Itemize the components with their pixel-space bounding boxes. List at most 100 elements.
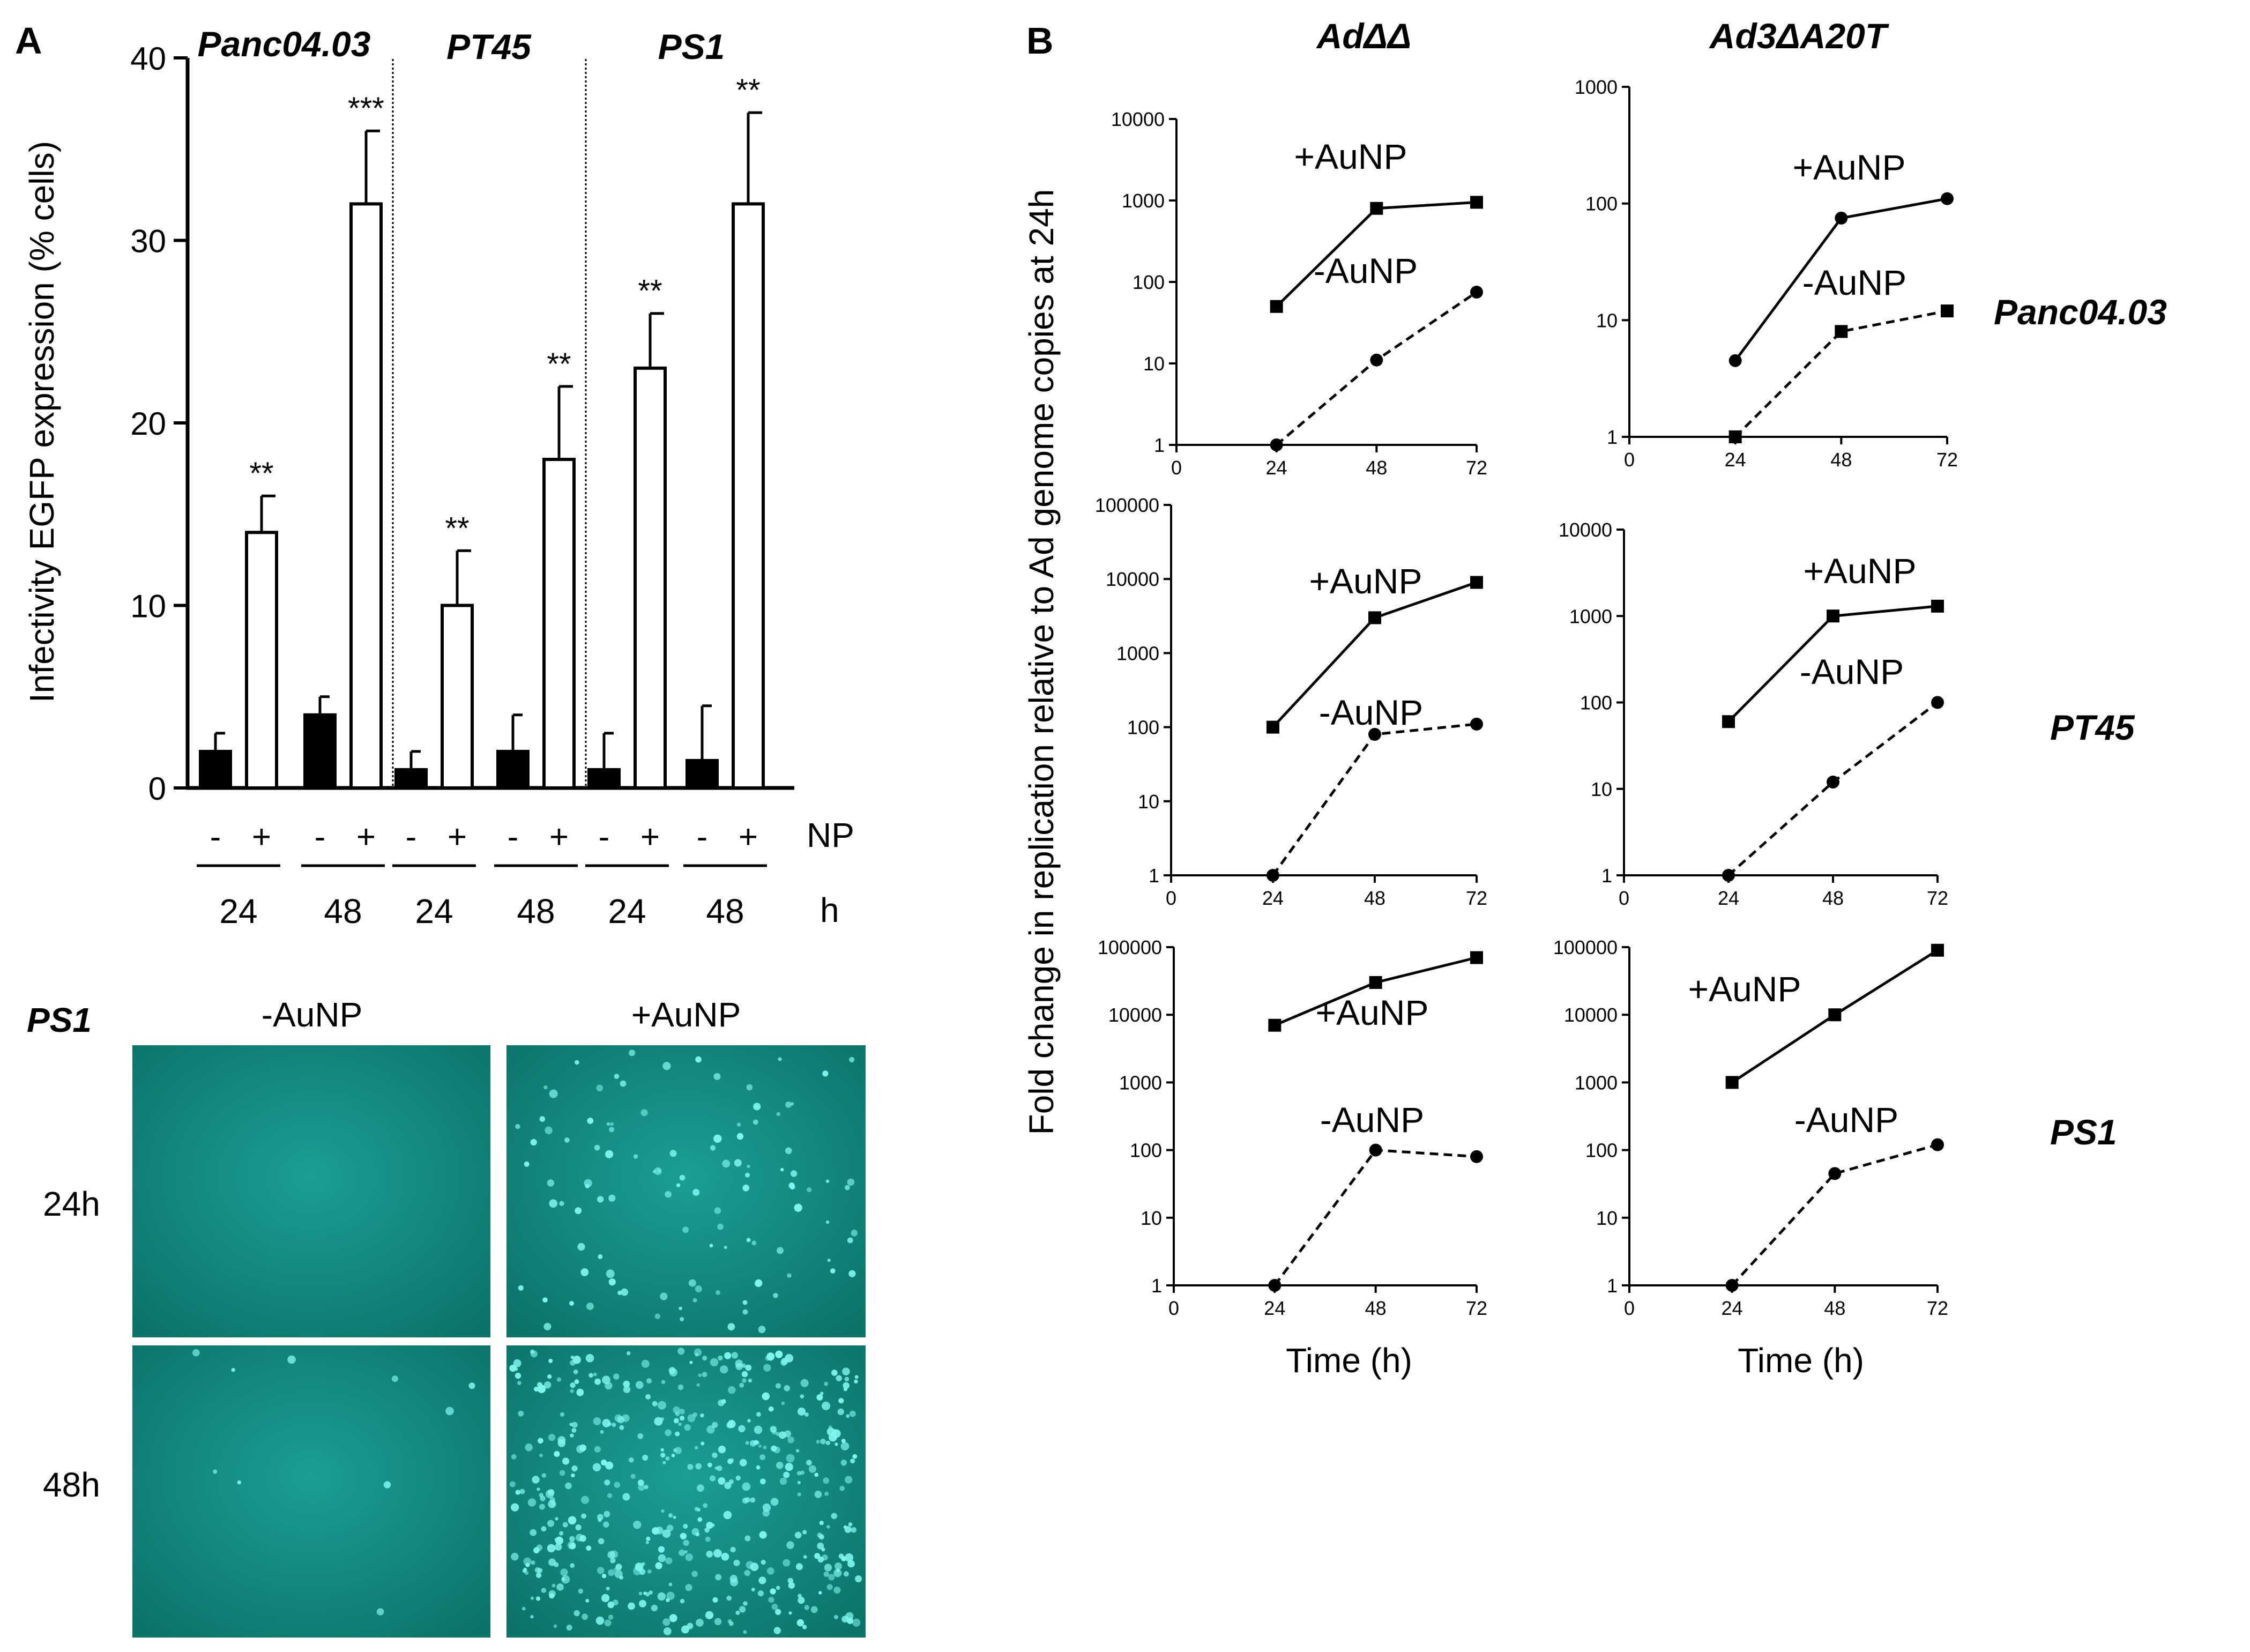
series-line: [1734, 309, 1948, 438]
fluorescent-cell: [816, 1394, 823, 1401]
fluorescent-cell: [713, 1134, 722, 1143]
fluorescent-cell: [635, 1381, 644, 1389]
data-point: [1368, 727, 1381, 741]
fluorescent-cell: [572, 1356, 581, 1364]
fluorescent-cell: [841, 1556, 846, 1561]
fluorescent-cell: [712, 1597, 718, 1603]
fluorescent-cell: [851, 1527, 856, 1533]
data-point: [1941, 192, 1954, 205]
y-tick-label: 10: [1138, 791, 1159, 813]
fluorescent-cell: [851, 1230, 858, 1237]
plus-aunp-label: +AuNP: [1316, 993, 1429, 1032]
fluorescent-cell: [614, 1482, 621, 1488]
np-label: NP: [807, 816, 854, 854]
fluorescent-cell: [731, 1352, 739, 1359]
fluorescent-cell: [383, 1481, 391, 1489]
fluorescent-cell: [825, 1440, 831, 1446]
fluorescent-cell: [843, 1382, 850, 1389]
minus-aunp-label: -AuNP: [1319, 693, 1423, 732]
fluorescent-cell: [804, 1412, 809, 1417]
xlabel: Time (h): [1286, 1341, 1412, 1380]
fluorescent-cell: [745, 1172, 750, 1178]
fluorescent-cell: [685, 1584, 692, 1591]
fluorescent-cell: [521, 1606, 526, 1611]
bar: [394, 768, 428, 790]
fluorescent-cell: [655, 1562, 662, 1569]
x-tick-label: 0: [1166, 887, 1176, 909]
fluorescent-cell: [579, 1444, 587, 1452]
fluorescent-cell: [729, 1458, 734, 1463]
x-tick-label: 0: [1619, 887, 1629, 909]
y-tick-label: 100: [1127, 717, 1159, 739]
fluorescent-cell: [760, 1478, 766, 1485]
group-label: PS1: [658, 27, 725, 66]
fluorescent-cell: [376, 1608, 384, 1616]
fluorescent-cell: [721, 1399, 726, 1404]
fluorescent-cell: [509, 1364, 517, 1372]
fluorescent-cell: [607, 1601, 614, 1609]
significance-label: **: [445, 511, 469, 546]
x-tick-label: 24: [1262, 887, 1284, 909]
fluorescent-cell: [542, 1297, 548, 1303]
fluorescent-cell: [826, 1220, 830, 1224]
fluorescent-cell: [845, 1476, 853, 1484]
fluorescent-cell: [552, 1583, 556, 1588]
fluorescent-cell: [696, 1619, 704, 1627]
fluorescent-cell: [804, 1605, 810, 1610]
fluorescent-cell: [697, 1484, 704, 1492]
x-tick-label: 72: [1466, 1297, 1487, 1319]
fluorescent-cell: [790, 1102, 794, 1106]
fluorescent-cell: [730, 1546, 736, 1553]
fluorescent-cell: [594, 1446, 601, 1453]
fluorescent-cell: [692, 1412, 697, 1417]
fluorescent-cell: [541, 1588, 547, 1593]
fluorescent-cell: [530, 1350, 538, 1358]
fluorescent-cell: [847, 1237, 853, 1244]
fluorescent-cell: [627, 1351, 631, 1356]
fluorescent-cell: [796, 1471, 802, 1476]
fluorescent-cell: [733, 1559, 740, 1566]
data-point: [1931, 1138, 1944, 1151]
fluorescent-cell: [523, 1557, 532, 1566]
data-point: [1827, 775, 1839, 788]
fluorescent-cell: [709, 1614, 713, 1618]
fluorescent-cell: [654, 1313, 661, 1319]
fluorescent-cell: [750, 1497, 756, 1503]
data-point: [1470, 717, 1483, 731]
fluorescent-cell: [619, 1425, 624, 1430]
fluorescent-cell: [727, 1420, 736, 1428]
data-point: [1835, 325, 1848, 338]
fluorescent-cell: [739, 1606, 746, 1613]
y-tick-label: 1000: [1122, 190, 1165, 212]
fluorescent-cell: [593, 1372, 597, 1376]
fluorescent-cell: [606, 1122, 610, 1126]
xlabel: Time (h): [1738, 1341, 1864, 1380]
fluorescent-cell: [798, 1596, 805, 1604]
data-point: [1266, 720, 1279, 734]
fluorescent-cell: [724, 1352, 732, 1359]
fluorescent-cell: [768, 1597, 774, 1603]
fluorescent-cell: [468, 1382, 475, 1389]
fluorescent-cell: [724, 1246, 727, 1249]
fluorescent-cell: [687, 1623, 694, 1629]
fluorescent-cell: [577, 1243, 585, 1251]
micrograph-cell-line: PS1: [27, 1001, 92, 1039]
fluorescent-cell: [585, 1184, 590, 1188]
fluorescent-cell: [742, 1185, 750, 1192]
fluorescent-cell: [652, 1527, 660, 1535]
fluorescent-cell: [645, 1541, 649, 1544]
fluorescent-cell: [680, 1532, 687, 1539]
fluorescent-cell: [595, 1616, 605, 1625]
fluorescent-cell: [564, 1137, 570, 1143]
fluorescent-cell: [770, 1498, 779, 1506]
panel-a-ylabel: Infectivity EGFP expression (% cells): [23, 141, 61, 703]
x-tick-label: 24: [1725, 449, 1746, 471]
fluorescent-cell: [734, 1159, 742, 1167]
fluorescent-cell: [728, 1386, 736, 1394]
fluorescent-cell: [629, 1050, 636, 1056]
fluorescent-cell: [646, 1536, 651, 1541]
fluorescent-cell: [594, 1144, 600, 1151]
fluorescent-cell: [566, 1625, 572, 1631]
y-tick-label: 1000: [1116, 642, 1159, 664]
minus-aunp-label: -AuNP: [1802, 263, 1906, 302]
